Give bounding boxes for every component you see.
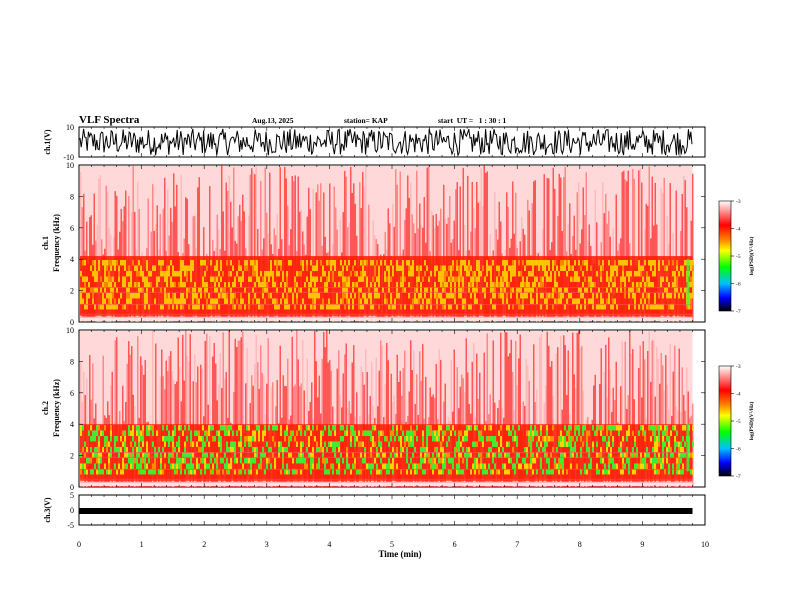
ch1-waveform-panel: 10 -10 ch.1(V) [43, 123, 706, 162]
freq-tick-label: 0 [70, 318, 74, 327]
xtick-label: 7 [515, 540, 519, 549]
date-label: Aug.13, 2025 [252, 116, 294, 125]
ch2-spectrogram-ylabel: Frequency (kHz) [52, 379, 61, 437]
freq-tick-label: 6 [70, 389, 74, 398]
ch1-waveform-line [79, 128, 693, 157]
ch3-ytick-bottom: -5 [67, 521, 74, 530]
colorbar-tick-label: -7 [736, 309, 741, 315]
ch3-waveform-panel: 5 0 -5 ch.3(V) [43, 491, 706, 530]
colorbar-tick-label: -6 [736, 447, 741, 453]
ch2-colorbar-label: log(PSD)(V²/Hz) [748, 402, 755, 441]
colorbar-tick-label: -3 [736, 199, 741, 205]
freq-tick-label: 6 [70, 224, 74, 233]
freq-tick-label: 0 [70, 483, 74, 492]
freq-tick-label: 2 [70, 452, 74, 461]
ch2-spectrogram-image [80, 330, 694, 487]
xtick-label: 1 [140, 540, 144, 549]
colorbar-tick-label: -7 [736, 474, 741, 480]
xtick-label: 9 [640, 540, 644, 549]
freq-tick-label: 2 [70, 287, 74, 296]
xtick-label: 0 [77, 540, 81, 549]
ch1-spectrogram-ticks: 0 2 4 6 8 10 [66, 161, 706, 327]
colorbar-tick-label: -4 [736, 392, 741, 398]
freq-tick-label: 4 [70, 420, 74, 429]
ch3-waveform-ticks [78, 495, 706, 525]
ch1-colorbar: -3 -4 -5 -6 -7 log(PSD)(V²/Hz) [718, 199, 755, 315]
freq-tick-label: 10 [66, 326, 74, 335]
xtick-label: 10 [701, 540, 709, 549]
freq-tick-label: 8 [70, 357, 74, 366]
ch2-spectrogram-panel: 0 2 4 6 8 10 ch.2 Frequency (kHz) [41, 326, 706, 492]
ch3-waveform-ylabel: ch.3(V) [43, 497, 52, 522]
freq-tick-label: 4 [70, 255, 74, 264]
xtick-label: 6 [453, 540, 457, 549]
freq-tick-label: 10 [66, 161, 74, 170]
ch1-spectrogram-panel: 0 2 4 6 8 10 ch.1 Frequency (kHz) [41, 161, 706, 327]
ch1-spectrogram-image [80, 165, 694, 322]
colorbar-tick-label: -6 [736, 282, 741, 288]
xtick-label: 3 [265, 540, 269, 549]
ch1-waveform-ylabel: ch.1(V) [43, 129, 52, 154]
ch1-spectrogram-ylabel-top: ch.1 [41, 236, 50, 250]
station-label: station= KAP [344, 116, 388, 125]
time-axis-label: Time (min) [378, 549, 421, 559]
time-axis-tick-labels: 0 1 2 3 4 5 6 7 8 9 10 [77, 540, 709, 549]
ch3-waveform-line [79, 508, 693, 514]
ch1-ytick-bottom: -10 [63, 153, 74, 162]
colorbar-tick-label: -4 [736, 227, 741, 233]
ch1-waveform-ticks [78, 127, 706, 157]
colorbar-tick-label: -5 [736, 419, 741, 425]
ch3-ytick-top: 5 [70, 491, 74, 500]
colorbar-tick-label: -5 [736, 254, 741, 260]
ch2-colorbar: -3 -4 -5 -6 -7 log(PSD)(V²/Hz) [718, 364, 755, 480]
ch1-spectrogram-ylabel: Frequency (kHz) [52, 214, 61, 272]
xtick-label: 5 [390, 540, 394, 549]
freq-tick-label: 8 [70, 192, 74, 201]
colorbar-tick-label: -3 [736, 364, 741, 370]
ch2-spectrogram-ylabel-top: ch.2 [41, 401, 50, 415]
figure-title: VLF Spectra [79, 114, 140, 126]
xtick-label: 8 [578, 540, 582, 549]
xtick-label: 2 [202, 540, 206, 549]
ch2-spectrogram-ticks: 0 2 4 6 8 10 [66, 326, 706, 492]
ch3-ytick-mid: 0 [70, 506, 74, 515]
ch1-colorbar-label: log(PSD)(V²/Hz) [748, 237, 755, 276]
ch1-ytick-top: 10 [66, 123, 74, 132]
start-time-label: start UT = 1 : 30 : 1 [438, 116, 507, 125]
xtick-label: 4 [327, 540, 331, 549]
